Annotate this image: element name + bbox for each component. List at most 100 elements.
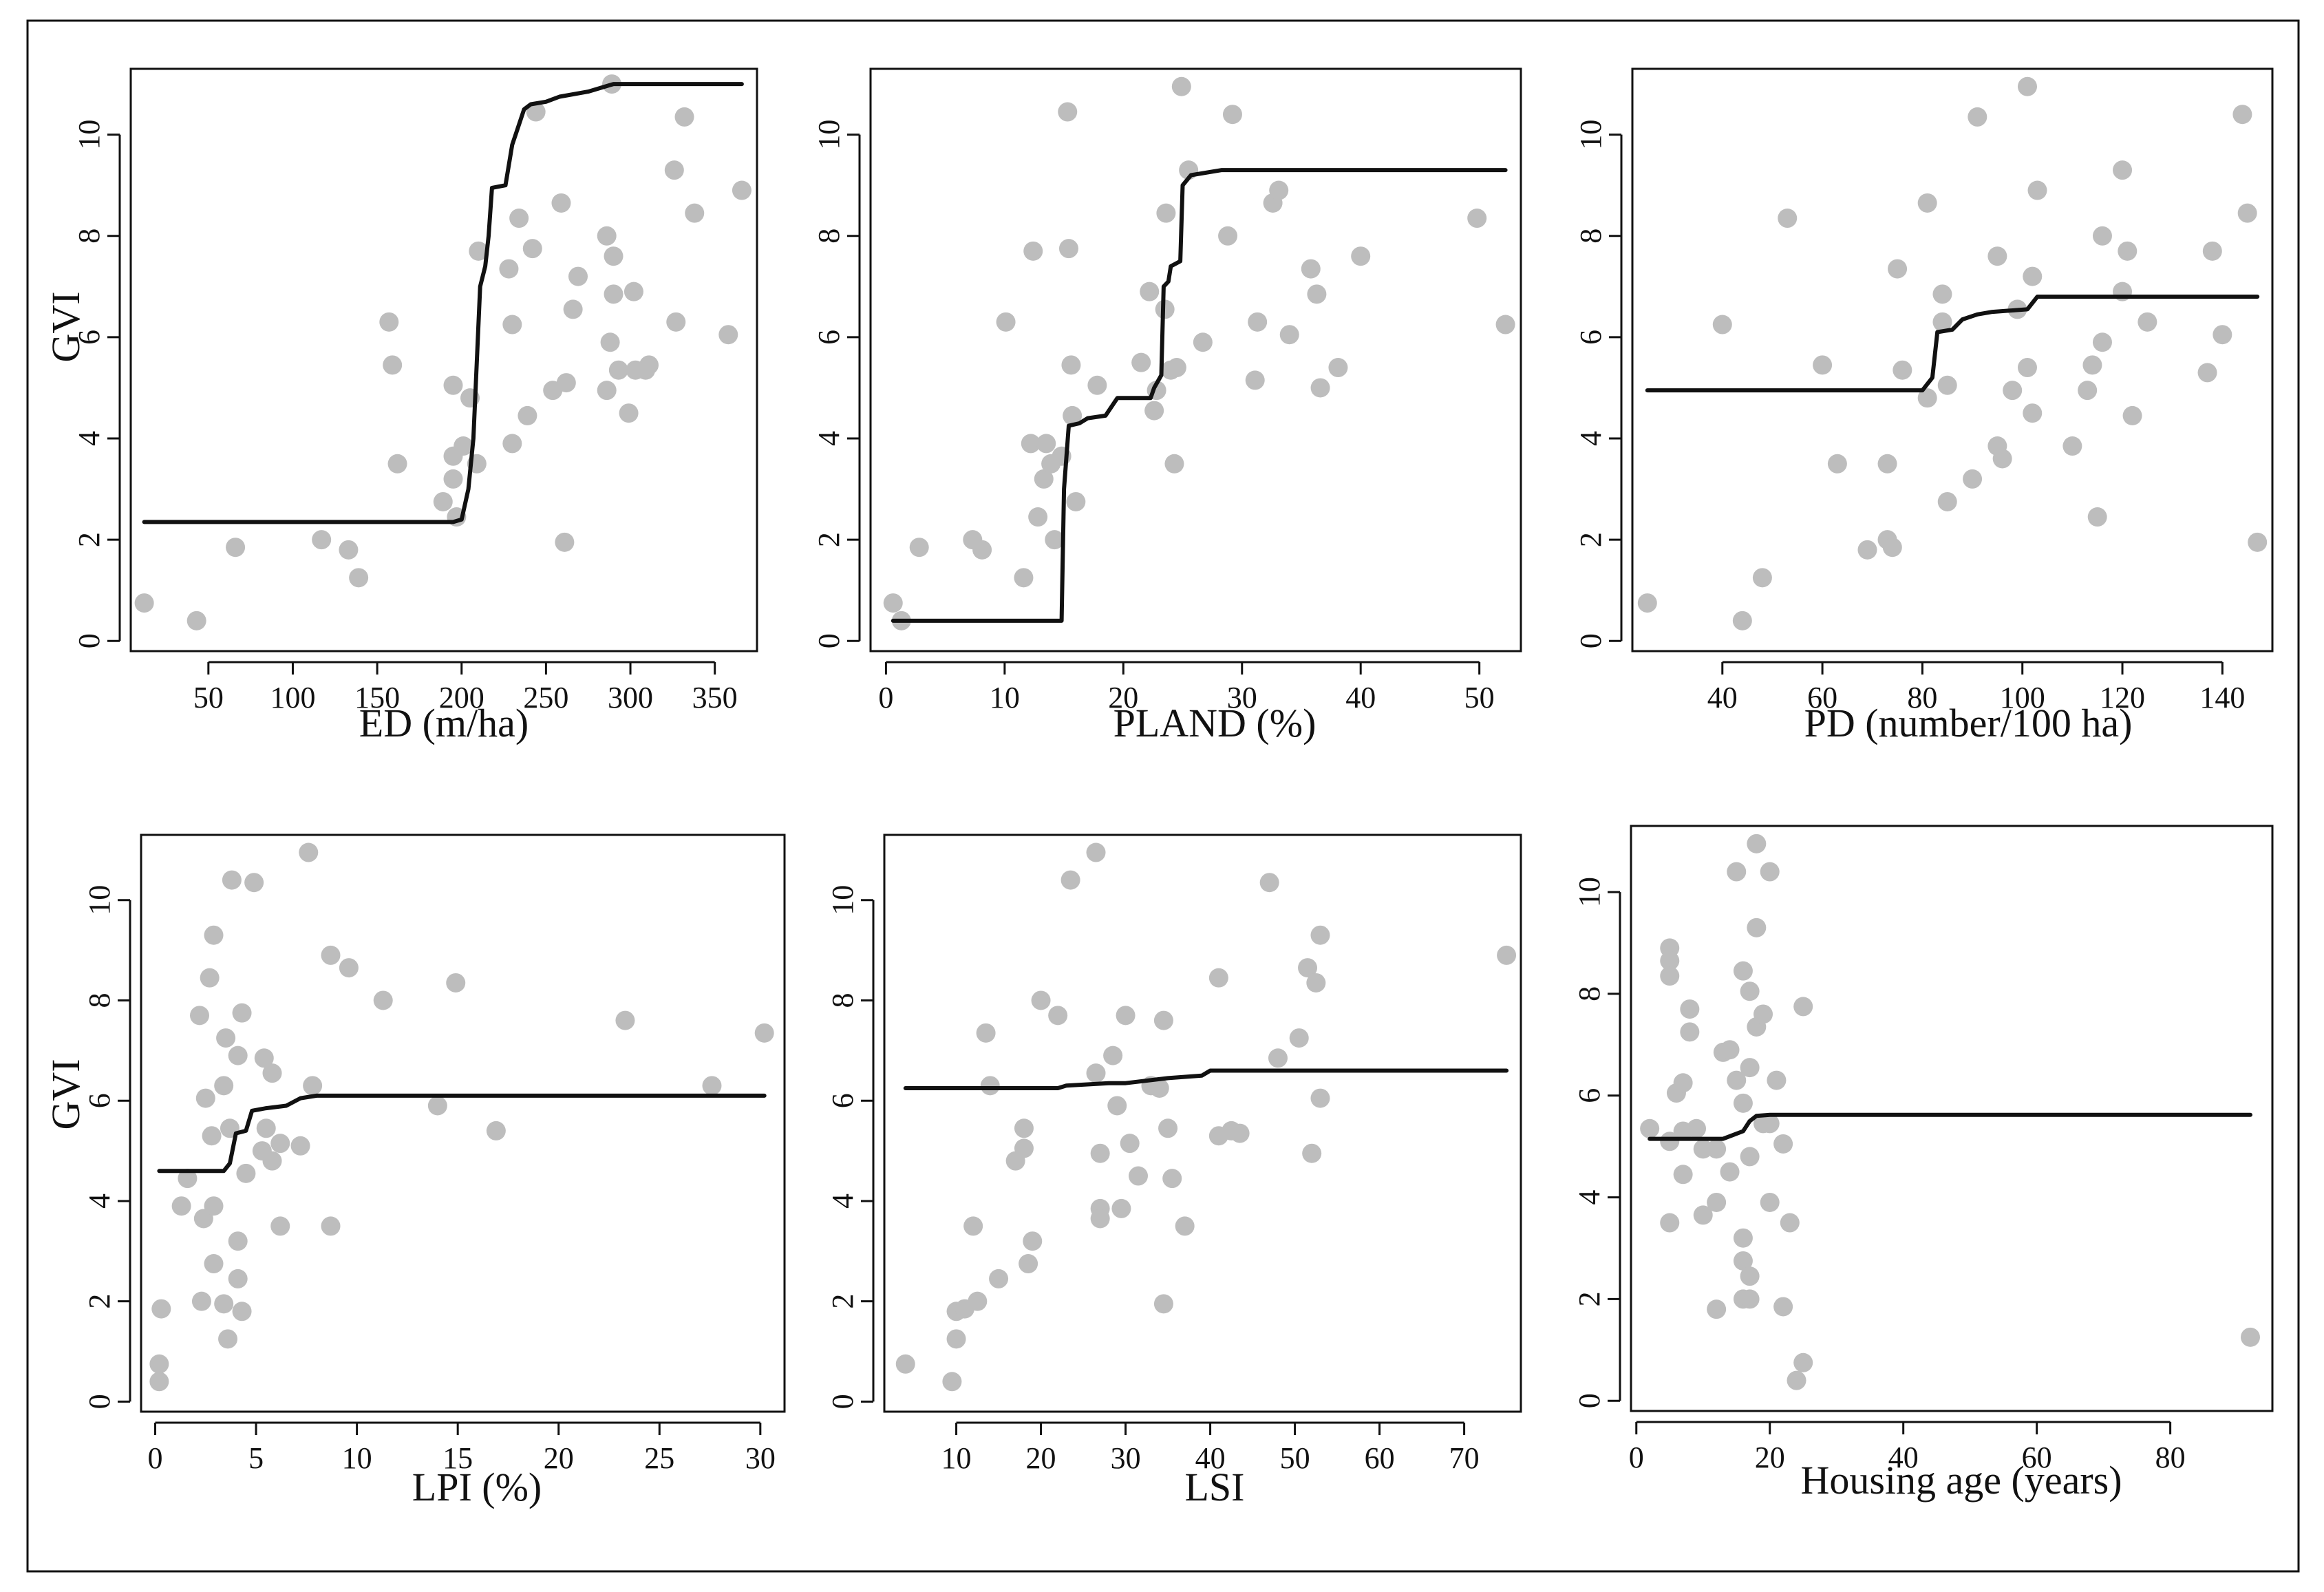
x-tick-label: 150	[354, 681, 400, 714]
y-tick-label: 2	[72, 532, 106, 547]
data-point	[1310, 925, 1330, 945]
y-tick-label: 4	[83, 1193, 116, 1209]
data-point	[1637, 593, 1657, 613]
axis-title-x: PLAND (%)	[1113, 701, 1316, 745]
data-point	[1031, 990, 1051, 1010]
data-point	[2023, 266, 2043, 286]
data-point	[262, 1151, 282, 1171]
data-point	[968, 1291, 988, 1311]
data-point	[262, 1063, 282, 1083]
data-point	[909, 538, 929, 558]
data-point	[623, 282, 643, 301]
data-point	[980, 1076, 1000, 1096]
data-point	[1660, 1213, 1680, 1233]
y-tick-label: 4	[72, 431, 106, 446]
data-point	[1034, 469, 1054, 489]
data-point	[1680, 999, 1700, 1019]
y-tick-label: 4	[1574, 431, 1608, 446]
data-point	[1707, 1139, 1727, 1159]
axis-title-x: PD (number/100 ha)	[1804, 701, 2133, 745]
y-tick-label: 2	[1573, 1291, 1606, 1306]
data-point	[1773, 1297, 1793, 1317]
data-point	[1193, 332, 1213, 352]
data-point	[1153, 1294, 1173, 1314]
data-point	[171, 1196, 191, 1216]
x-tick-label: 40	[1195, 1441, 1226, 1475]
data-point	[1245, 370, 1265, 390]
data-point	[1963, 469, 1983, 489]
data-point	[883, 593, 903, 613]
y-tick-label: 2	[826, 1294, 860, 1309]
x-tick-label: 30	[745, 1441, 776, 1475]
data-point	[2113, 160, 2133, 180]
data-point	[256, 1118, 276, 1138]
y-tick-label: 6	[1574, 330, 1608, 345]
data-point	[972, 540, 992, 560]
y-tick-label: 10	[826, 885, 860, 915]
data-point	[2017, 358, 2037, 378]
figure-border	[26, 19, 2300, 1573]
data-point	[1107, 1096, 1127, 1116]
data-point	[1063, 405, 1083, 425]
data-point	[1103, 1046, 1123, 1065]
data-point	[1660, 1132, 1680, 1151]
data-point	[1760, 1114, 1780, 1134]
data-point	[1111, 1198, 1131, 1218]
data-point	[1086, 842, 1106, 862]
panel-lpi: LPI (%) GVI 0 5 10 15 20 25 30 0 2 4 6 8 10	[43, 834, 786, 1509]
data-point	[222, 870, 242, 890]
data-point	[2237, 203, 2257, 223]
data-point	[664, 160, 684, 180]
data-point	[383, 355, 403, 375]
y-tick-label: 2	[812, 532, 846, 547]
data-point	[1036, 434, 1056, 454]
data-point	[1793, 1352, 1813, 1372]
x-tick-label: 70	[1449, 1441, 1480, 1475]
x-tick-label: 80	[2155, 1441, 2186, 1474]
data-point	[1932, 312, 1952, 332]
x-tick-label: 40	[1345, 681, 1376, 714]
data-point	[214, 1076, 234, 1096]
data-point	[563, 299, 583, 319]
data-point	[228, 1046, 248, 1065]
data-point	[1827, 454, 1847, 474]
y-tick-label: 10	[812, 120, 846, 150]
data-point	[1149, 1078, 1169, 1098]
data-point	[1727, 862, 1747, 882]
data-point	[1917, 193, 1937, 213]
data-point	[2092, 332, 2112, 352]
data-point	[1752, 568, 1772, 588]
data-point	[1467, 209, 1487, 229]
data-point	[1680, 1022, 1700, 1042]
x-tick-label: 60	[1365, 1441, 1395, 1475]
data-point	[518, 405, 537, 425]
data-point	[1687, 1118, 1707, 1138]
data-point	[443, 375, 463, 395]
data-point	[339, 958, 359, 978]
x-tick-label: 50	[1464, 681, 1495, 714]
x-tick-label: 120	[2100, 681, 2145, 714]
data-point	[674, 107, 694, 127]
data-point	[2003, 381, 2023, 401]
data-point	[1090, 1209, 1110, 1229]
data-point	[1937, 375, 1957, 395]
data-point	[1857, 540, 1877, 560]
x-tick-label: 30	[1111, 1441, 1141, 1475]
axis-title-x: LPI (%)	[412, 1465, 542, 1509]
data-point	[202, 1126, 222, 1146]
data-point	[228, 1269, 248, 1288]
x-tick-label: 100	[270, 681, 315, 714]
data-point	[1156, 203, 1176, 223]
data-point	[290, 1136, 310, 1156]
data-point	[349, 568, 369, 588]
y-tick-label: 8	[72, 229, 106, 244]
data-point	[597, 381, 617, 401]
data-point	[190, 1006, 209, 1026]
data-point	[469, 241, 489, 261]
axis-title-x: LSI	[1185, 1465, 1245, 1509]
data-point	[1707, 1299, 1727, 1319]
y-tick-label: 6	[812, 330, 846, 345]
data-point	[134, 593, 154, 613]
data-point	[1014, 1138, 1034, 1158]
data-point	[2197, 363, 2217, 383]
